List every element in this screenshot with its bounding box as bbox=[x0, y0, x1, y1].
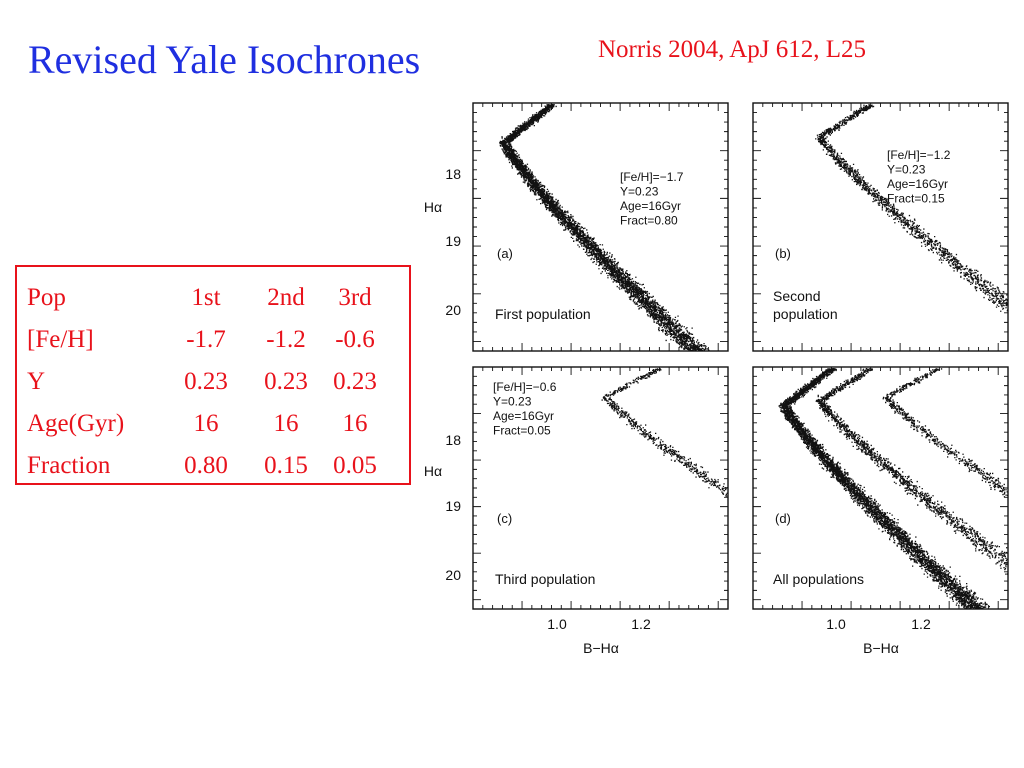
y-tick-label: 20 bbox=[445, 302, 461, 318]
table-row-label: Age(Gyr) bbox=[27, 410, 125, 437]
panel-param-text: Y=0.23 bbox=[620, 185, 659, 199]
table-cell: 16 bbox=[342, 410, 368, 437]
panel-tag: (a) bbox=[497, 246, 513, 261]
panel-param-text: [Fe/H]=−1.7 bbox=[620, 170, 684, 184]
x-axis-label: B−Hα bbox=[583, 640, 619, 656]
panel-ticks bbox=[473, 103, 728, 351]
table-cell: 0.05 bbox=[333, 452, 377, 479]
panel-param-text: Age=16Gyr bbox=[620, 199, 681, 213]
table-row: Fraction 0.80 0.15 0.05 bbox=[27, 445, 383, 487]
panel-param-text: Y=0.23 bbox=[493, 395, 532, 409]
panel-caption: population bbox=[773, 306, 838, 322]
table-cell: 0.23 bbox=[184, 368, 228, 395]
panel-tag: (c) bbox=[497, 511, 512, 526]
y-tick-label: 19 bbox=[445, 498, 461, 514]
scatter-points-layer bbox=[499, 104, 1009, 610]
isochrone-band bbox=[815, 368, 1009, 575]
panel-param-text: Fract=0.05 bbox=[493, 424, 551, 438]
table-row: [Fe/H] -1.7 -1.2 -0.6 bbox=[27, 319, 383, 361]
x-tick-label: 1.2 bbox=[631, 616, 651, 632]
table-row: Y 0.23 0.23 0.23 bbox=[27, 361, 383, 403]
isochrone-points bbox=[601, 368, 729, 497]
panel-caption: First population bbox=[495, 306, 591, 322]
panel-tag: (d) bbox=[775, 511, 791, 526]
table-header-cell: 2nd bbox=[267, 284, 305, 311]
y-axis-label: Hα bbox=[424, 463, 442, 479]
table-cell: -1.7 bbox=[186, 326, 226, 353]
panel-ticks bbox=[753, 367, 1008, 609]
table-cell: -0.6 bbox=[335, 326, 375, 353]
panel-ticks bbox=[753, 103, 1008, 351]
table-header-cell: 1st bbox=[191, 284, 221, 311]
table-header-row: Pop 1st 2nd 3rd bbox=[27, 277, 383, 319]
population-table: Pop 1st 2nd 3rd [Fe/H] -1.7 -1.2 -0.6 Y … bbox=[27, 277, 383, 487]
citation: Norris 2004, ApJ 612, L25 bbox=[598, 36, 867, 63]
table-cell: 16 bbox=[273, 410, 299, 437]
x-tick-label: 1.0 bbox=[826, 616, 846, 632]
isochrone-points bbox=[499, 104, 710, 352]
table-row: Age(Gyr) 16 16 16 bbox=[27, 403, 383, 445]
panel-frames-layer bbox=[472, 102, 1009, 610]
slide-title: Revised Yale Isochrones bbox=[28, 37, 421, 82]
table-cell: 0.80 bbox=[184, 452, 228, 479]
table-row-label: Fraction bbox=[27, 452, 111, 479]
table-header-cell: Pop bbox=[27, 284, 66, 311]
isochrone-band bbox=[815, 104, 1009, 312]
panel-param-text: Fract=0.80 bbox=[620, 214, 678, 228]
panel-param-text: [Fe/H]=−0.6 bbox=[493, 380, 557, 394]
table-header-cell: 3rd bbox=[338, 284, 372, 311]
panel-tag: (b) bbox=[775, 246, 791, 261]
table-cell: 0.23 bbox=[264, 368, 308, 395]
panel-ticks bbox=[473, 367, 728, 609]
table-row-label: [Fe/H] bbox=[27, 326, 94, 353]
isochrone-points bbox=[882, 368, 1009, 498]
panel-param-text: Y=0.23 bbox=[887, 163, 926, 177]
isochrone-figure-svg: [Fe/H]=−1.7Y=0.23Age=16GyrFract=0.80[Fe/… bbox=[424, 102, 1009, 656]
panel-caption: Third population bbox=[495, 571, 595, 587]
table-cell: -1.2 bbox=[266, 326, 306, 353]
table-cell: 16 bbox=[193, 410, 219, 437]
panel-text-layer: [Fe/H]=−1.7Y=0.23Age=16GyrFract=0.80[Fe/… bbox=[424, 148, 951, 656]
panel-param-text: Fract=0.15 bbox=[887, 192, 945, 206]
panel-param-text: Age=16Gyr bbox=[493, 409, 554, 423]
isochrone-band bbox=[882, 368, 1009, 498]
x-axis-label: B−Hα bbox=[863, 640, 899, 656]
x-tick-label: 1.0 bbox=[547, 616, 567, 632]
panel-caption: Second bbox=[773, 288, 820, 304]
isochrone-figure: [Fe/H]=−1.7 Y=0.23 Age=16Gyr Fract=0.80 [Fe/… bbox=[415, 95, 1015, 665]
isochrone-points bbox=[778, 368, 990, 610]
table-cell: 0.23 bbox=[333, 368, 377, 395]
table-row-label: Y bbox=[27, 368, 46, 395]
panel-param-text: Age=16Gyr bbox=[887, 177, 948, 191]
x-tick-label: 1.2 bbox=[911, 616, 931, 632]
panel-caption: All populations bbox=[773, 571, 864, 587]
population-table-box: Pop 1st 2nd 3rd [Fe/H] -1.7 -1.2 -0.6 Y … bbox=[15, 265, 411, 485]
isochrone-points bbox=[815, 368, 1009, 575]
y-tick-label: 19 bbox=[445, 233, 461, 249]
y-tick-label: 18 bbox=[445, 166, 461, 182]
isochrone-band bbox=[601, 368, 729, 497]
isochrone-band bbox=[499, 104, 710, 352]
y-tick-label: 20 bbox=[445, 567, 461, 583]
y-axis-label: Hα bbox=[424, 199, 442, 215]
table-cell: 0.15 bbox=[264, 452, 308, 479]
isochrone-band bbox=[778, 368, 990, 610]
isochrone-points bbox=[815, 104, 1009, 312]
panel-param-text: [Fe/H]=−1.2 bbox=[887, 148, 951, 162]
y-tick-label: 18 bbox=[445, 432, 461, 448]
